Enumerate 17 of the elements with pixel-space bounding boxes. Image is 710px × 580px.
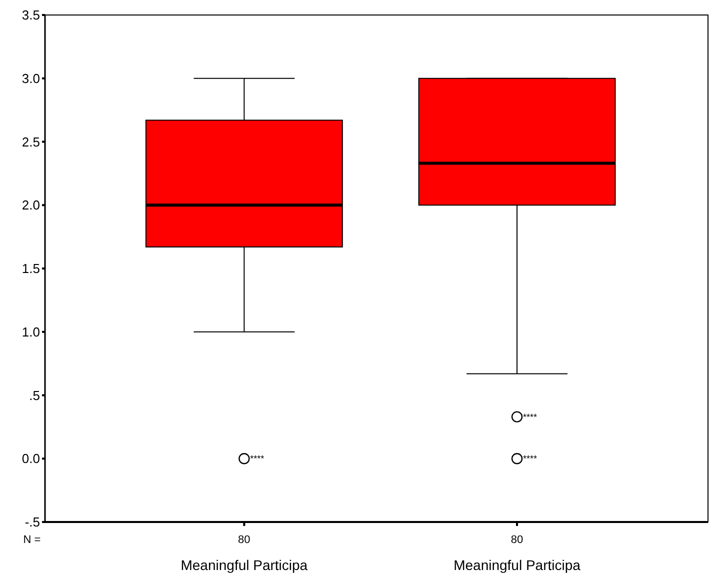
- x-tick-label: Meaningful Participa: [180, 557, 308, 573]
- x-tick-label: Meaningful Participa: [454, 557, 581, 573]
- y-tick-label: 1.0: [22, 324, 40, 340]
- y-tick-label: 3.5: [22, 8, 40, 23]
- annotation: ****: [523, 412, 538, 422]
- y-tick-label: 1.5: [22, 261, 40, 276]
- annotation: ****: [523, 454, 538, 464]
- y-tick-label: -.5: [24, 514, 40, 530]
- y-tick-label: 2.0: [22, 198, 40, 213]
- text: 80: [510, 534, 524, 546]
- y-tick-label: 2.5: [22, 134, 40, 150]
- text: 80: [238, 534, 250, 546]
- y-tick-label: .5: [29, 388, 40, 403]
- y-tick-label: 0.0: [22, 451, 40, 466]
- text: N =: [23, 534, 41, 546]
- annotation: ****: [250, 454, 265, 464]
- y-tick-label: 3.0: [22, 70, 40, 86]
